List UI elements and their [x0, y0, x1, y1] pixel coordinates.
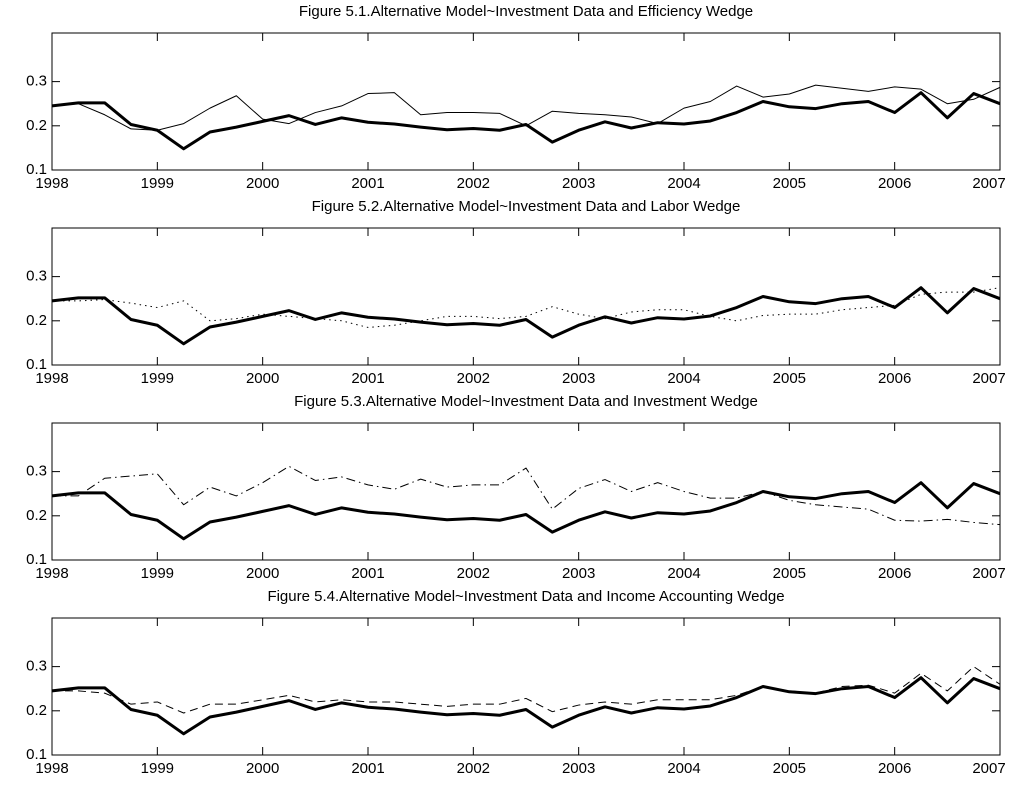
x-tick-label: 2001: [351, 760, 384, 777]
x-tick-label: 2004: [667, 565, 700, 582]
x-tick-label: 2000: [246, 760, 279, 777]
chart-title: Figure 5.3.Alternative Model~Investment …: [294, 393, 758, 410]
x-tick-label: 2001: [351, 565, 384, 582]
y-tick-label: 0.2: [26, 507, 47, 524]
x-tick-label: 1998: [35, 565, 68, 582]
series-line: [51, 676, 1001, 736]
x-tick-label: 1998: [35, 370, 68, 387]
chart-title: Figure 5.2.Alternative Model~Investment …: [312, 198, 741, 215]
x-tick-label: 1998: [35, 760, 68, 777]
x-tick-label: 2007: [972, 370, 1005, 387]
x-tick-label: 1999: [141, 370, 174, 387]
y-tick-label: 0.2: [26, 312, 47, 329]
x-tick-label: 1999: [141, 760, 174, 777]
series-line: [51, 481, 1001, 541]
x-tick-label: 1998: [35, 175, 68, 192]
x-tick-label: 2002: [457, 370, 490, 387]
plot-frame: [51, 227, 1001, 366]
y-tick-label: 0.1: [26, 161, 47, 178]
series-line: [51, 286, 1001, 346]
y-tick-label: 0.1: [26, 551, 47, 568]
x-tick-label: 1999: [141, 175, 174, 192]
x-tick-label: 2005: [773, 175, 806, 192]
y-tick-label: 0.1: [26, 356, 47, 373]
x-tick-label: 2007: [972, 565, 1005, 582]
y-tick-label: 0.3: [26, 73, 47, 90]
x-tick-label: 2003: [562, 175, 595, 192]
x-tick-label: 2001: [351, 370, 384, 387]
x-tick-label: 2005: [773, 370, 806, 387]
x-tick-label: 2002: [457, 760, 490, 777]
x-tick-label: 2002: [457, 175, 490, 192]
series-line: [52, 465, 1001, 526]
y-tick-label: 0.3: [26, 658, 47, 675]
y-tick-label: 0.2: [26, 702, 47, 719]
x-tick-label: 2007: [972, 760, 1005, 777]
x-tick-label: 2007: [972, 175, 1005, 192]
plot-frame: [51, 32, 1001, 171]
x-tick-label: 2006: [878, 175, 911, 192]
x-tick-label: 2001: [351, 175, 384, 192]
plot-frame: [51, 422, 1001, 561]
chart-title: Figure 5.1.Alternative Model~Investment …: [299, 3, 753, 20]
x-tick-label: 2004: [667, 175, 700, 192]
y-tick-label: 0.3: [26, 463, 47, 480]
x-tick-label: 2003: [562, 565, 595, 582]
x-tick-label: 1999: [141, 565, 174, 582]
x-tick-label: 2006: [878, 760, 911, 777]
x-tick-label: 2005: [773, 760, 806, 777]
series-line: [51, 91, 1001, 151]
y-tick-label: 0.2: [26, 117, 47, 134]
x-tick-label: 2000: [246, 565, 279, 582]
x-tick-label: 2004: [667, 760, 700, 777]
y-tick-label: 0.1: [26, 746, 47, 763]
x-tick-label: 2003: [562, 760, 595, 777]
x-tick-label: 2004: [667, 370, 700, 387]
x-tick-label: 2000: [246, 370, 279, 387]
chart-title: Figure 5.4.Alternative Model~Investment …: [267, 588, 784, 605]
x-tick-label: 2005: [773, 565, 806, 582]
series-line: [52, 287, 1001, 328]
x-tick-label: 2000: [246, 175, 279, 192]
x-tick-label: 2003: [562, 370, 595, 387]
y-tick-label: 0.3: [26, 268, 47, 285]
x-tick-label: 2006: [878, 565, 911, 582]
x-tick-label: 2002: [457, 565, 490, 582]
series-line: [52, 666, 1001, 714]
x-tick-label: 2006: [878, 370, 911, 387]
